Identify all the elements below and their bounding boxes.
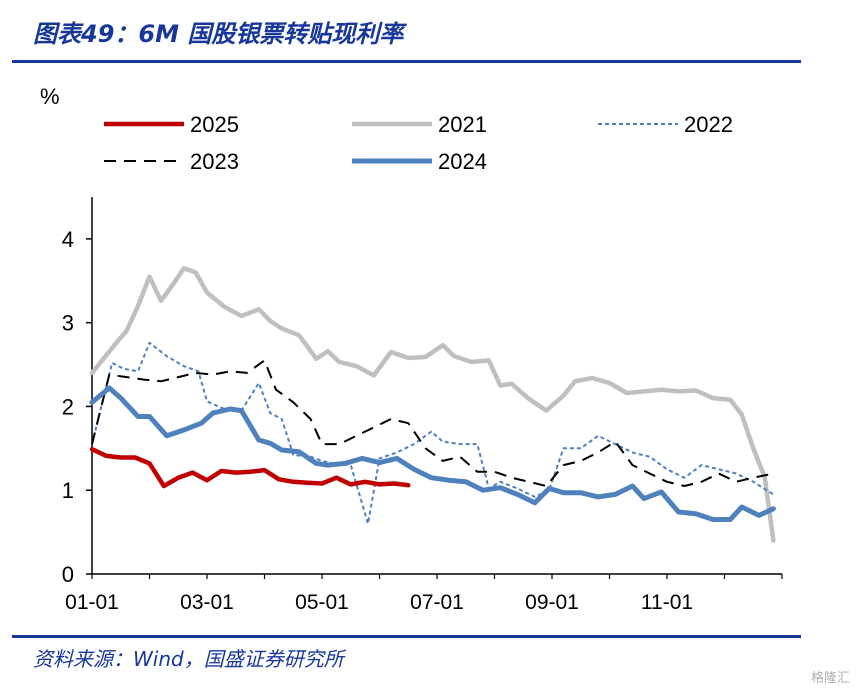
x-tick-label: 01-01 — [65, 591, 119, 614]
x-tick-label: 07-01 — [410, 591, 464, 614]
series-line-2022 — [91, 341, 774, 525]
legend: 2025 2021 2022 2023 2024 — [104, 112, 733, 174]
legend-label-2023: 2023 — [190, 149, 239, 174]
y-tick-label: 0 — [62, 562, 74, 587]
legend-label-2025: 2025 — [190, 112, 239, 137]
watermark-text: 格隆汇 — [810, 671, 850, 686]
y-tick-label: 4 — [62, 227, 74, 252]
x-tick-label: 03-01 — [180, 591, 234, 614]
line-chart: % 2025 2021 2022 2023 2024 0 1 2 3 4 01-01 03-01 05… — [40, 84, 783, 614]
source-note: 资料来源：Wind，国盛证券研究所 — [33, 647, 344, 671]
x-tick-label: 11-01 — [641, 591, 693, 614]
legend-label-2021: 2021 — [438, 112, 487, 137]
y-tick-label: 3 — [62, 311, 74, 336]
y-tick-label: 1 — [62, 478, 74, 503]
y-tick-label: 2 — [62, 394, 74, 419]
title-divider — [12, 60, 801, 63]
series-line-2025 — [89, 446, 411, 489]
series-line-2021 — [89, 265, 776, 543]
y-unit-label: % — [40, 84, 60, 109]
plot-area — [89, 265, 776, 543]
footer-divider — [12, 635, 801, 638]
axes: 0 1 2 3 4 01-01 03-01 05-01 07-01 09-01 11-01 — [62, 197, 783, 614]
series-line-2024 — [89, 385, 776, 522]
x-tick-label: 05-01 — [295, 591, 349, 614]
chart-title: 图表49：6M 国股银票转贴现利率 — [33, 20, 404, 48]
legend-label-2024: 2024 — [438, 149, 487, 174]
x-tick-label: 09-01 — [525, 591, 579, 614]
legend-label-2022: 2022 — [684, 112, 733, 137]
series-line-2023 — [91, 359, 774, 487]
